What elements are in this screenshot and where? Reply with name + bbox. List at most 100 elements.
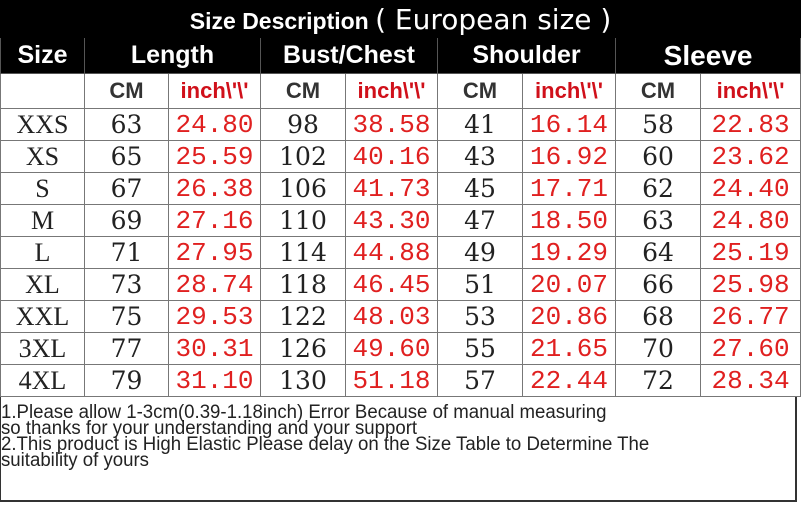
size-label: XS: [0, 140, 85, 173]
size-label: XXL: [0, 300, 85, 333]
inch-value: 30.31: [168, 332, 261, 365]
cm-value: 73: [84, 268, 169, 301]
cm-value: 75: [84, 300, 169, 333]
cm-value: 47: [437, 204, 523, 237]
inch-value: 19.29: [522, 236, 616, 269]
inch-value: 25.59: [168, 140, 261, 173]
cm-value: 45: [437, 172, 523, 205]
note-line: so thanks for your understanding and you…: [1, 418, 418, 439]
cm-value: 122: [260, 300, 346, 333]
notes: 1.Please allow 1-3cm(0.39-1.18inch) Erro…: [0, 397, 797, 502]
cm-value: 43: [437, 140, 523, 173]
table-row: 3XL 77 30.31 126 49.60 55 21.65 70 27.60: [0, 332, 802, 365]
cm-value: 110: [260, 204, 346, 237]
table-row: XXL 75 29.53 122 48.03 53 20.86 68 26.77: [0, 300, 802, 333]
inch-value: 25.98: [699, 268, 802, 301]
cm-value: 98: [260, 108, 346, 141]
cm-value: 60: [615, 140, 701, 173]
title-region: ( European size ): [375, 2, 612, 36]
inch-value: 20.07: [522, 268, 616, 301]
inch-value: 17.71: [522, 172, 616, 205]
cm-value: 53: [437, 300, 523, 333]
header-length: Length: [84, 37, 261, 74]
note-line: 1.Please allow 1-3cm(0.39-1.18inch) Erro…: [1, 402, 607, 423]
cm-value: 51: [437, 268, 523, 301]
size-label: L: [0, 236, 85, 269]
title-main: Size Description: [189, 7, 369, 34]
table-row: XL 73 28.74 118 46.45 51 20.07 66 25.98: [0, 268, 802, 301]
inch-value: 16.14: [522, 108, 616, 141]
inch-value: 26.77: [699, 300, 802, 333]
size-label: 3XL: [0, 332, 85, 365]
cm-value: 102: [260, 140, 346, 173]
unit-cm: CM: [84, 73, 169, 109]
cm-value: 118: [260, 268, 346, 301]
inch-value: 21.65: [522, 332, 616, 365]
cm-value: 68: [615, 300, 701, 333]
table-row: M 69 27.16 110 43.30 47 18.50 63 24.80: [0, 204, 802, 237]
cm-value: 58: [615, 108, 701, 141]
inch-value: 27.60: [699, 332, 802, 365]
cm-value: 77: [84, 332, 169, 365]
unit-cm: CM: [615, 73, 701, 109]
cm-value: 55: [437, 332, 523, 365]
inch-value: 28.74: [168, 268, 261, 301]
unit-blank: [0, 73, 85, 109]
inch-value: 24.40: [699, 172, 802, 205]
cm-value: 72: [615, 364, 701, 397]
table-row: L 71 27.95 114 44.88 49 19.29 64 25.19: [0, 236, 802, 269]
table-row: S 67 26.38 106 41.73 45 17.71 62 24.40: [0, 172, 802, 205]
cm-value: 130: [260, 364, 346, 397]
inch-value: 26.38: [168, 172, 261, 205]
cm-value: 106: [260, 172, 346, 205]
cm-value: 64: [615, 236, 701, 269]
cm-value: 63: [84, 108, 169, 141]
inch-value: 44.88: [345, 236, 438, 269]
header-bust: Bust/Chest: [260, 37, 438, 74]
cm-value: 126: [260, 332, 346, 365]
inch-value: 20.86: [522, 300, 616, 333]
inch-value: 29.53: [168, 300, 261, 333]
header-sleeve: Sleeve: [614, 37, 802, 74]
unit-cm: CM: [437, 73, 523, 109]
inch-value: 28.34: [699, 364, 802, 397]
cm-value: 63: [615, 204, 701, 237]
unit-cm: CM: [260, 73, 346, 109]
inch-value: 46.45: [345, 268, 438, 301]
inch-value: 24.80: [699, 204, 802, 237]
cm-value: 114: [260, 236, 346, 269]
cm-value: 79: [84, 364, 169, 397]
inch-value: 51.18: [345, 364, 438, 397]
size-label: S: [0, 172, 85, 205]
inch-value: 41.73: [345, 172, 438, 205]
inch-value: 31.10: [168, 364, 261, 397]
inch-value: 22.44: [522, 364, 616, 397]
inch-value: 23.62: [699, 140, 802, 173]
cm-value: 67: [84, 172, 169, 205]
size-table: Size Description ( European size ) Size …: [0, 0, 802, 397]
cm-value: 41: [437, 108, 523, 141]
unit-inch: inch\'\': [345, 73, 438, 109]
table-title: Size Description ( European size ): [0, 0, 802, 38]
unit-inch: inch\'\': [699, 73, 802, 109]
cm-value: 71: [84, 236, 169, 269]
cm-value: 49: [437, 236, 523, 269]
cm-value: 69: [84, 204, 169, 237]
inch-value: 38.58: [345, 108, 438, 141]
note-line: suitability of yours: [1, 450, 149, 471]
cm-value: 57: [437, 364, 523, 397]
header-size: Size: [0, 37, 85, 74]
unit-inch: inch\'\': [168, 73, 261, 109]
inch-value: 48.03: [345, 300, 438, 333]
table-row: XS 65 25.59 102 40.16 43 16.92 60 23.62: [0, 140, 802, 173]
cm-value: 65: [84, 140, 169, 173]
inch-value: 25.19: [699, 236, 802, 269]
table-row: XXS 63 24.80 98 38.58 41 16.14 58 22.83: [0, 108, 802, 141]
inch-value: 24.80: [168, 108, 261, 141]
cm-value: 70: [615, 332, 701, 365]
size-label: 4XL: [0, 364, 85, 397]
cm-value: 66: [615, 268, 701, 301]
inch-value: 16.92: [522, 140, 616, 173]
table-row: 4XL 79 31.10 130 51.18 57 22.44 72 28.34: [0, 364, 802, 397]
